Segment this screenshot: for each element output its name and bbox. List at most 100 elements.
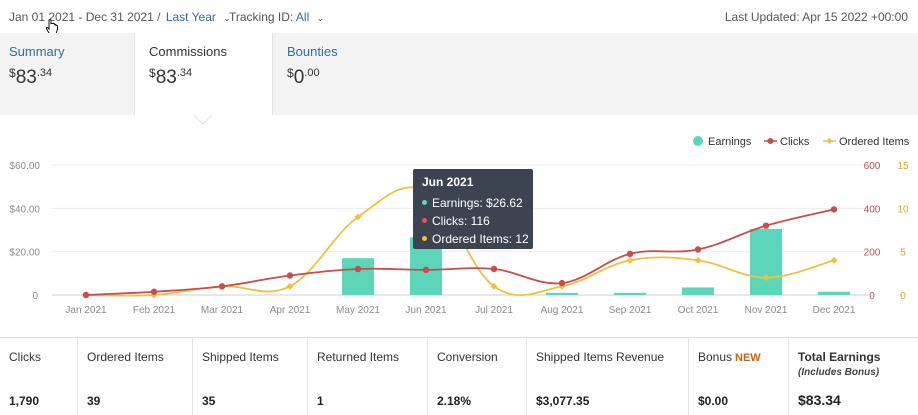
right-inner-axis-tick: 15	[897, 161, 909, 172]
right-outer-axis-tick: 600	[864, 161, 881, 172]
earnings-bar	[546, 292, 578, 295]
stat-label: Shipped Items	[202, 350, 279, 364]
tab-commissions[interactable]: Commissions $83.34	[134, 33, 273, 115]
stat-clicks: Clicks 1,790	[0, 338, 77, 415]
legend-clicks-marker	[767, 138, 774, 144]
tracking-id-selector[interactable]: Tracking ID: All ⌄	[229, 10, 324, 24]
chart-tooltip: Jun 2021 Earnings: $26.62 Clicks: 116 Or…	[413, 169, 533, 249]
right-outer-axis-tick: 200	[864, 248, 881, 259]
stat-value: 1	[317, 394, 324, 408]
clicks-point	[218, 283, 226, 290]
earnings-bar	[750, 228, 782, 295]
stat-label: Total Earnings	[798, 350, 881, 364]
tab-commissions-label[interactable]: Commissions	[149, 44, 228, 59]
ordered-items-point	[626, 256, 634, 264]
ordered-items-point	[354, 213, 362, 221]
x-axis-tick: Apr 2021	[270, 305, 311, 316]
ordered-items-point	[830, 256, 838, 264]
left-axis-tick: $20.00	[9, 248, 40, 259]
stat-shipped-revenue: Shipped Items Revenue $3,077.35	[526, 338, 688, 415]
clicks-point	[82, 291, 90, 299]
left-axis-tick: $60.00	[9, 161, 40, 172]
stat-label: Shipped Items Revenue	[536, 350, 665, 364]
tooltip-earnings-row: Earnings: $26.62	[422, 194, 524, 212]
stat-value: $0.00	[698, 394, 729, 408]
range-preset-link[interactable]: Last Year	[165, 10, 216, 24]
tab-summary[interactable]: Summary $83.34	[0, 33, 134, 115]
clicks-point	[150, 288, 158, 295]
legend-ordered-marker	[826, 138, 833, 144]
chart-legend[interactable]: Earnings Clicks Ordered Items	[693, 136, 910, 148]
tab-bounties-value: $0.00	[287, 66, 320, 88]
stat-bonus: Bonus NEW $0.00	[688, 338, 788, 415]
ordered-items-point	[762, 274, 770, 282]
clicks-point	[694, 246, 702, 253]
date-range-selector[interactable]: Jan 01 2021 - Dec 31 2021 / Last Year ⌄	[9, 10, 231, 24]
clicks-line	[85, 208, 835, 296]
earnings-bar	[818, 291, 850, 295]
legend-earnings[interactable]: Earnings	[708, 136, 752, 148]
tab-summary-value: $83.34	[9, 66, 53, 88]
top-bar: Jan 01 2021 - Dec 31 2021 / Last Year ⌄ …	[0, 0, 918, 33]
x-axis-tick: Jul 2021	[475, 305, 513, 316]
earnings-bar	[682, 287, 714, 295]
right-outer-axis-tick: 0	[869, 291, 875, 302]
stat-value: $83.34	[798, 392, 841, 408]
chevron-down-icon[interactable]: ⌄	[316, 13, 325, 23]
stat-label: Ordered Items	[87, 350, 164, 364]
x-axis-tick: Sep 2021	[609, 305, 652, 316]
x-axis-tick: Dec 2021	[813, 305, 856, 316]
x-axis-tick: Nov 2021	[745, 305, 788, 316]
stat-value: $3,077.35	[536, 394, 590, 408]
performance-chart: Earnings Clicks Ordered Items 0 $20.00 $40…	[0, 125, 918, 335]
x-axis-tick: May 2021	[336, 305, 380, 316]
stat-label: Bonus NEW	[698, 350, 761, 364]
ordered-items-point	[558, 282, 566, 290]
stat-label: Returned Items	[317, 350, 400, 364]
tooltip-title: Jun 2021	[422, 175, 474, 189]
clicks-point	[286, 272, 294, 279]
hand-cursor-icon	[45, 19, 58, 35]
earnings-bar	[614, 292, 646, 295]
active-tab-pointer	[194, 115, 212, 125]
tab-bounties-label[interactable]: Bounties	[287, 44, 338, 59]
last-updated-text: Last Updated: Apr 15 2022 +00:00	[724, 10, 908, 24]
left-axis-tick: $40.00	[9, 204, 40, 215]
ordered-items-point	[286, 282, 294, 290]
x-axis-tick: Feb 2021	[133, 305, 176, 316]
legend-ordered-items[interactable]: Ordered Items	[839, 136, 910, 148]
legend-clicks[interactable]: Clicks	[780, 136, 810, 148]
earnings-bar	[342, 258, 374, 295]
date-range-text[interactable]: Jan 01 2021 - Dec 31 2021	[9, 10, 154, 24]
x-axis-tick: Jan 2021	[65, 305, 107, 316]
stat-value: 1,790	[9, 394, 40, 408]
stat-returned-items: Returned Items 1	[307, 338, 427, 415]
x-axis-tick: Oct 2021	[678, 305, 719, 316]
stat-value: 39	[87, 394, 101, 408]
tracking-value[interactable]: All	[295, 10, 310, 24]
clicks-point	[558, 279, 566, 287]
stat-value: 35	[202, 394, 216, 408]
stats-bar: Clicks 1,790 Ordered Items 39 Shipped It…	[0, 337, 918, 415]
x-axis-tick: Aug 2021	[541, 305, 584, 316]
tab-summary-label[interactable]: Summary	[9, 44, 65, 59]
tooltip-clicks-row: Clicks: 116	[422, 212, 524, 230]
tab-commissions-value: $83.34	[149, 66, 193, 88]
x-axis-tick: Mar 2021	[201, 305, 244, 316]
x-axis-tick: Jun 2021	[405, 305, 447, 316]
stat-sublabel: (Includes Bonus)	[798, 367, 880, 378]
tooltip-ordered-row: Ordered Items: 12	[422, 230, 529, 248]
stat-label: Clicks	[9, 350, 41, 364]
tab-bounties[interactable]: Bounties $0.00	[278, 33, 418, 115]
clicks-point	[490, 265, 498, 273]
clicks-point	[830, 206, 838, 213]
chart-svg: Earnings Clicks Ordered Items 0 $20.00 $40…	[9, 136, 910, 316]
stat-ordered-items: Ordered Items 39	[77, 338, 192, 415]
left-axis-tick: 0	[32, 291, 38, 302]
ordered-items-point	[694, 256, 702, 264]
stat-conversion: Conversion 2.18%	[427, 338, 526, 415]
legend-earnings-marker	[693, 136, 703, 146]
clicks-point	[354, 265, 362, 273]
stat-total-earnings: Total Earnings (Includes Bonus) $83.34	[788, 338, 918, 415]
chevron-down-icon[interactable]: ⌄	[223, 13, 231, 23]
